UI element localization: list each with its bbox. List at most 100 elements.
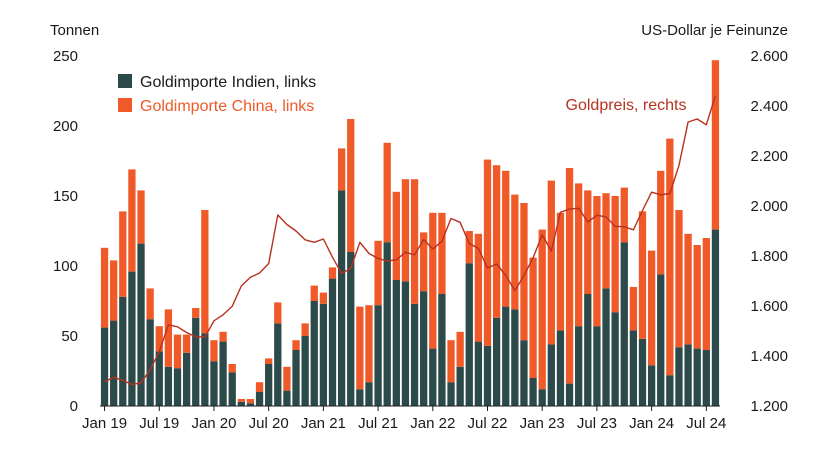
bar-china <box>337 148 346 191</box>
bar-india <box>511 309 519 406</box>
bar-china <box>310 285 318 301</box>
bar-china <box>201 210 209 334</box>
bar-china <box>356 306 364 390</box>
bar-china <box>164 309 173 367</box>
bar-china <box>492 165 501 318</box>
bar-india <box>228 372 236 406</box>
right-tick-label: 2.200 <box>750 148 788 165</box>
x-tick-label: Jul 24 <box>686 415 726 432</box>
bar-india <box>100 327 109 406</box>
bar-india <box>283 390 291 406</box>
bar-india <box>128 271 136 406</box>
bar-india <box>647 365 656 406</box>
bar-india <box>474 341 483 406</box>
bar-china <box>365 305 373 383</box>
bar-china <box>565 168 574 384</box>
bar-india <box>620 242 628 406</box>
x-tick-label: Jan 19 <box>82 415 127 432</box>
right-tick-label: 1.200 <box>750 398 788 415</box>
bar-china <box>511 194 519 310</box>
legend-label-china: Goldimporte China, links <box>140 98 314 115</box>
bar-india <box>456 366 464 406</box>
bar-china <box>274 302 282 324</box>
bar-china <box>529 257 537 378</box>
bar-china <box>438 212 446 294</box>
bar-china <box>629 287 638 331</box>
bar-china <box>146 288 154 320</box>
bar-china <box>347 119 355 252</box>
bar-china <box>584 190 592 294</box>
bar-china <box>237 399 245 402</box>
bars <box>100 60 720 406</box>
legend-swatch-china <box>118 98 132 112</box>
bar-china <box>684 233 692 345</box>
bar-india <box>137 243 145 406</box>
bar-india <box>593 326 601 406</box>
bar-india <box>556 330 565 406</box>
bar-india <box>237 401 245 406</box>
bar-india <box>438 294 446 406</box>
bar-china <box>228 364 236 373</box>
bar-india <box>192 317 200 406</box>
bar-india <box>565 383 574 406</box>
gold-price-line <box>104 95 717 386</box>
bar-china <box>119 211 127 297</box>
bar-china <box>611 196 619 313</box>
bar-china <box>702 238 710 350</box>
bar-india <box>629 330 638 406</box>
x-tick-label: Jul 19 <box>139 415 179 432</box>
bar-china <box>374 240 382 306</box>
right-tick-label: 1.600 <box>750 298 788 315</box>
x-tick-label: Jul 22 <box>467 415 507 432</box>
bar-india <box>383 242 391 406</box>
x-tick-label: Jul 20 <box>249 415 289 432</box>
bar-india <box>374 305 382 406</box>
right-tick-label: 2.000 <box>750 198 788 215</box>
bar-india <box>210 361 218 406</box>
bar-china <box>401 179 410 282</box>
bar-india <box>164 366 173 406</box>
bar-china <box>192 308 200 318</box>
left-axis-ticks: 0 50 100 150 200 250 <box>53 48 78 415</box>
bar-china <box>392 191 400 280</box>
bar-india <box>520 340 528 406</box>
bar-india <box>693 348 701 406</box>
bar-china <box>246 399 255 404</box>
bar-india <box>702 350 710 406</box>
bar-china <box>173 334 182 369</box>
gold-price-label: Goldpreis, rechts <box>566 97 687 114</box>
left-tick-label: 50 <box>61 328 78 345</box>
bar-china <box>210 340 218 362</box>
bar-china <box>711 60 720 230</box>
bar-china <box>593 196 601 327</box>
bar-china <box>410 179 419 304</box>
legend-label-india: Goldimporte Indien, links <box>140 74 316 91</box>
bar-india <box>666 375 674 406</box>
bar-india <box>638 338 647 406</box>
bar-india <box>119 296 127 406</box>
bar-china <box>666 138 674 376</box>
bar-india <box>392 280 400 406</box>
bar-india <box>301 336 309 406</box>
bar-china <box>456 331 464 367</box>
bar-china <box>319 292 328 304</box>
bar-india <box>538 389 546 406</box>
bar-china <box>328 267 337 279</box>
bar-china <box>255 382 264 392</box>
left-tick-label: 100 <box>53 258 78 275</box>
x-axis-ticks: Jan 19 Jul 19 Jan 20 Jul 20 Jan 21 Jul 21 Jan … <box>82 406 726 432</box>
bar-india <box>365 382 373 406</box>
price-line-group <box>104 95 717 386</box>
bar-china <box>429 212 437 349</box>
bar-india <box>201 333 209 406</box>
bar-india <box>611 312 619 406</box>
left-tick-label: 0 <box>70 398 78 415</box>
bar-india <box>447 382 455 406</box>
bar-india <box>292 350 300 406</box>
bar-china <box>110 260 118 321</box>
bar-india <box>657 274 665 406</box>
left-tick-label: 200 <box>53 118 78 135</box>
bar-india <box>401 281 410 406</box>
bar-china <box>292 340 300 350</box>
